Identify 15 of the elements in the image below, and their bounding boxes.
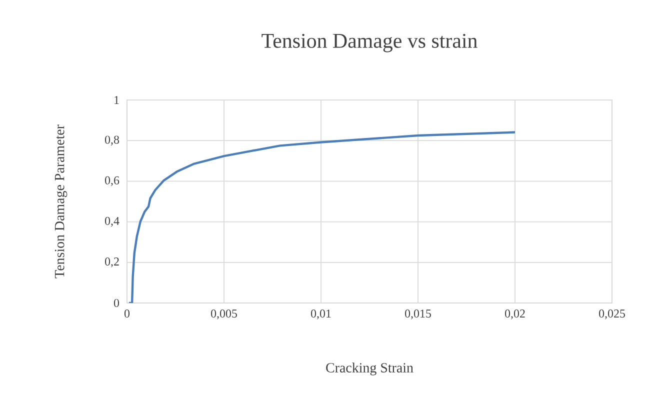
x-tick-label: 0,005 [211, 310, 237, 320]
y-tick-label: 0 [114, 298, 120, 308]
y-tick-label: 0,8 [104, 136, 120, 146]
x-tick-label: 0,01 [311, 310, 331, 320]
y-tick-label: 1 [114, 96, 119, 104]
x-tick-label: 0 [124, 310, 130, 318]
x-tick-label: 0,02 [505, 310, 525, 320]
y-tick-label: 0,2 [104, 258, 119, 268]
x-tick-label: 0,025 [599, 310, 625, 320]
x-tick-label: 0,015 [405, 310, 431, 320]
y-tick-label: 0,6 [104, 176, 120, 186]
chart-title: Tension Damage vs strain [262, 34, 478, 52]
y-tick-label: 0,4 [104, 216, 120, 227]
x-axis-title: Cracking Strain [326, 362, 414, 376]
y-axis-title: Tension Damage Parameter [54, 124, 68, 278]
